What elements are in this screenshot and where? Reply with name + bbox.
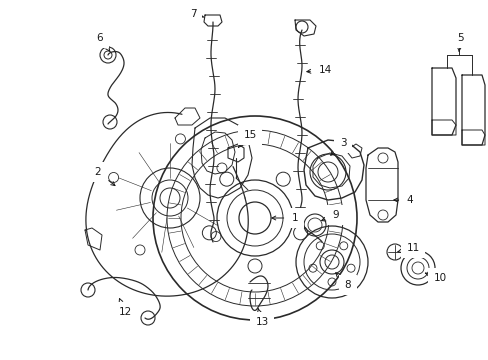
Text: 6: 6 bbox=[97, 33, 109, 51]
Text: 10: 10 bbox=[425, 273, 446, 283]
Text: 11: 11 bbox=[397, 243, 419, 253]
Text: 5: 5 bbox=[456, 33, 462, 51]
Text: 3: 3 bbox=[330, 138, 346, 155]
Text: 9: 9 bbox=[321, 210, 339, 221]
Text: 13: 13 bbox=[255, 309, 268, 327]
Text: 1: 1 bbox=[271, 213, 298, 223]
Text: 7: 7 bbox=[189, 9, 204, 19]
Text: 15: 15 bbox=[238, 130, 256, 147]
Text: 12: 12 bbox=[118, 298, 131, 317]
Text: 2: 2 bbox=[95, 167, 115, 186]
Text: 8: 8 bbox=[335, 273, 350, 290]
Text: 14: 14 bbox=[306, 65, 331, 75]
Text: 4: 4 bbox=[393, 195, 412, 205]
